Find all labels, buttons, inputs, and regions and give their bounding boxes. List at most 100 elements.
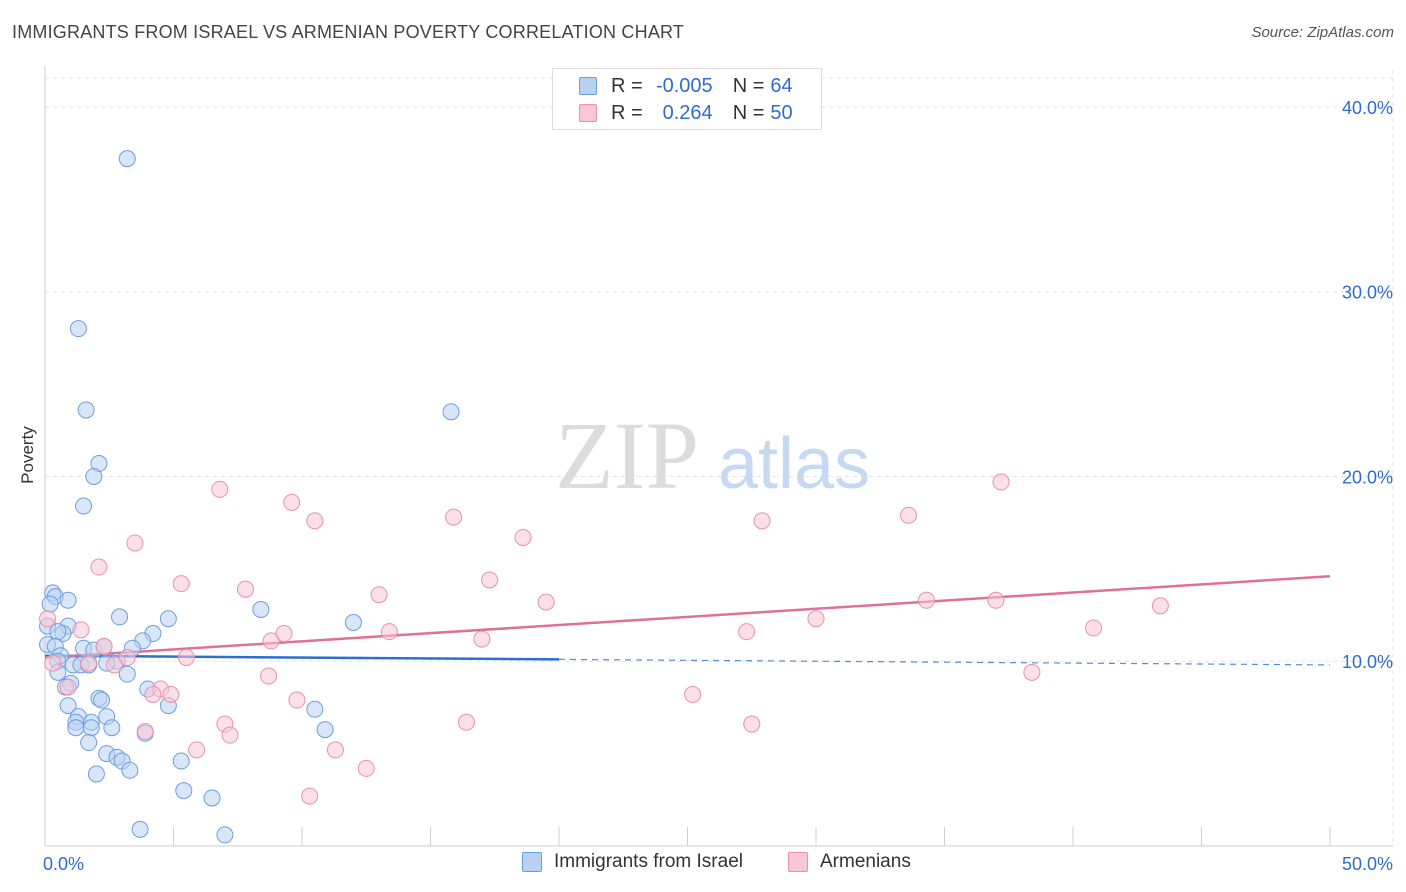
legend-r-value-armenians: 0.264 (662, 101, 713, 124)
y-tick-label: 40.0% (1342, 98, 1393, 118)
point-armenians (753, 512, 771, 530)
point-israel (111, 608, 129, 626)
point-armenians (59, 678, 77, 696)
trend-line-israel-extrapolated (558, 658, 1331, 666)
point-armenians (987, 591, 1005, 609)
legend-r-label: R = (611, 74, 643, 97)
point-armenians (900, 506, 918, 524)
legend-n-label: N = (732, 101, 765, 124)
tick-labels: 10.0% 20.0% 30.0% 40.0% 0.0% 50.0% (43, 98, 1393, 874)
legend-swatch-blue (579, 77, 597, 95)
bottom-legend-label-armenians: Armenians (820, 851, 911, 872)
bottom-legend-swatch-pink (788, 852, 808, 872)
point-armenians (162, 685, 180, 703)
point-israel (216, 826, 234, 844)
point-israel (59, 591, 77, 609)
point-armenians (211, 480, 229, 498)
legend-r-value-israel: -0.005 (655, 74, 713, 97)
point-armenians (357, 759, 375, 777)
point-armenians (445, 508, 463, 526)
watermark-zip: ZIP (555, 402, 699, 509)
grid-lines (45, 70, 1394, 846)
point-israel (118, 665, 136, 683)
bottom-legend-israel[interactable]: Immigrants from Israel (522, 851, 743, 873)
point-armenians (118, 649, 136, 667)
point-armenians (39, 610, 57, 628)
point-armenians (172, 575, 190, 593)
point-armenians (481, 571, 499, 589)
point-armenians (260, 667, 278, 685)
point-armenians (326, 741, 344, 759)
bottom-legend-label-israel: Immigrants from Israel (554, 851, 743, 872)
point-armenians (457, 713, 475, 731)
point-israel (172, 752, 190, 770)
point-armenians (144, 685, 162, 703)
point-israel (93, 691, 111, 709)
x-tick-label-max: 50.0% (1342, 854, 1393, 874)
point-armenians (684, 685, 702, 703)
source-label: Source: ZipAtlas.com (1251, 24, 1394, 41)
point-israel (59, 697, 77, 715)
watermark: ZIP atlas (555, 402, 870, 509)
point-armenians (136, 722, 154, 740)
x-tick-label-min: 0.0% (43, 854, 84, 874)
point-armenians (283, 493, 301, 511)
point-armenians (44, 654, 62, 672)
bottom-legend-armenians[interactable]: Armenians (788, 851, 911, 873)
point-israel (85, 467, 103, 485)
point-armenians (807, 610, 825, 628)
point-armenians (188, 741, 206, 759)
point-armenians (236, 580, 254, 598)
point-israel (77, 401, 95, 419)
point-armenians (72, 621, 90, 639)
point-armenians (80, 654, 98, 672)
point-israel (80, 734, 98, 752)
chart-title: IMMIGRANTS FROM ISRAEL VS ARMENIAN POVER… (12, 22, 685, 42)
point-israel (41, 595, 59, 613)
point-armenians (301, 787, 319, 805)
point-israel (252, 601, 270, 619)
point-armenians (992, 473, 1010, 491)
point-israel (316, 721, 334, 739)
point-armenians (221, 726, 239, 744)
point-israel (306, 700, 324, 718)
point-armenians (288, 691, 306, 709)
point-armenians (1085, 619, 1103, 637)
legend-box: R = -0.005 N = 64 R = 0.264 N = 50 (552, 68, 822, 130)
point-israel (344, 613, 362, 631)
point-israel (49, 623, 67, 641)
point-armenians (1023, 663, 1041, 681)
point-israel (118, 150, 136, 168)
point-israel (67, 719, 85, 737)
point-israel (175, 782, 193, 800)
y-tick-label: 20.0% (1342, 467, 1393, 487)
legend-n-value-armenians: 50 (770, 101, 793, 124)
bottom-legend-swatch-blue (522, 852, 542, 872)
data-points (39, 150, 1169, 844)
y-tick-label: 10.0% (1342, 652, 1393, 672)
legend-n-value-israel: 64 (770, 74, 793, 97)
point-armenians (473, 630, 491, 648)
point-israel (442, 403, 460, 421)
point-israel (69, 320, 87, 338)
point-israel (103, 719, 121, 737)
point-armenians (90, 558, 108, 576)
point-israel (203, 789, 221, 807)
legend-row-armenians: R = 0.264 N = 50 (579, 101, 802, 125)
axes (44, 66, 1393, 847)
point-armenians (1151, 597, 1169, 615)
point-israel (82, 719, 100, 737)
trend-line-armenians (44, 575, 1331, 659)
point-armenians (370, 586, 388, 604)
point-armenians (177, 649, 195, 667)
point-armenians (743, 715, 761, 733)
y-tick-label: 30.0% (1342, 283, 1393, 303)
point-armenians (95, 637, 113, 655)
point-armenians (275, 625, 293, 643)
point-armenians (918, 591, 936, 609)
legend-row-israel: R = -0.005 N = 64 (579, 74, 802, 98)
legend-swatch-pink (579, 104, 597, 122)
legend-r-label: R = (611, 101, 643, 124)
point-armenians (105, 656, 123, 674)
